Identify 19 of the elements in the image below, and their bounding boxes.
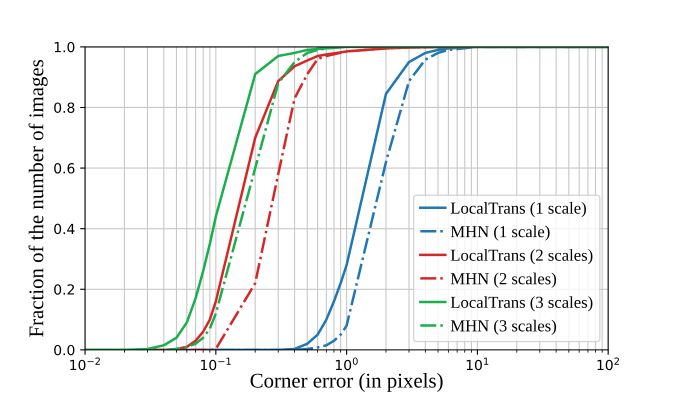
y-tick-label: 0.4 [54, 224, 75, 234]
x-tick-label: 10$^{1}$ [466, 358, 488, 370]
y-tick-label: 0.6 [54, 163, 74, 174]
legend-label: MHN (1 scale) [450, 226, 550, 241]
legend-label: MHN (2 scales) [450, 272, 556, 288]
y-axis-title: Fraction of the number of images [28, 60, 48, 337]
x-axis-title: Corner error (in pixels) [250, 373, 443, 392]
legend-label: LocalTrans (3 scales) [450, 296, 592, 312]
x-tick-label: 10$^{0}$ [336, 358, 358, 370]
legend-label: MHN (3 scales) [450, 320, 556, 335]
x-tick-label: 10$^{−2}$ [70, 358, 100, 370]
x-tick-label: 10$^{2}$ [597, 358, 619, 370]
y-tick-label: 0.8 [54, 102, 74, 113]
x-tick-label: 10$^{−1}$ [201, 358, 231, 370]
y-tick-label: 1.0 [54, 42, 74, 52]
legend-label: LocalTrans (1 scale) [450, 202, 586, 218]
y-tick-label: 0.0 [54, 344, 74, 356]
legend-label: LocalTrans (2 scales) [450, 249, 592, 264]
y-tick-label: 0.2 [54, 284, 74, 295]
